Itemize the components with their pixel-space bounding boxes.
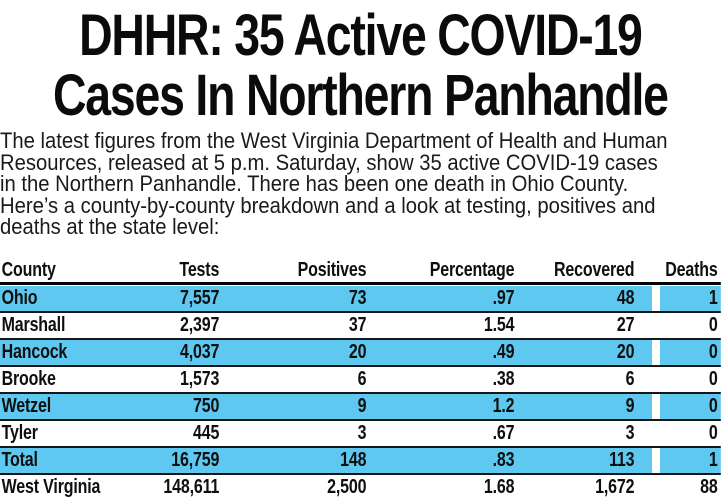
col-header-deaths: Deaths (665, 259, 718, 281)
column-gutter (652, 367, 660, 392)
table-row: Tyler 445 3 .67 3 0 (0, 421, 721, 448)
cell-percentage: .97 (492, 287, 515, 309)
cell-recovered: 48 (616, 287, 635, 309)
covid-county-table: County Tests Positives Percentage Recove… (0, 258, 721, 500)
cell-percentage: .49 (492, 341, 515, 363)
cell-recovered: 9 (625, 395, 635, 417)
cell-tests: 750 (192, 395, 220, 417)
table-row: West Virginia 148,611 2,500 1.68 1,672 8… (0, 475, 721, 500)
table-row-main: Hancock 4,037 20 .49 20 (0, 340, 653, 365)
headline-line-2: Cases In Northern Panhandle (53, 63, 669, 128)
intro-line: The latest figures from the West Virgini… (0, 128, 668, 153)
cell-county: Marshall (1, 314, 66, 336)
cell-positives: 2,500 (327, 476, 367, 498)
cell-tests: 445 (192, 422, 220, 444)
column-gutter (652, 475, 660, 500)
cell-positives: 6 (357, 368, 367, 390)
cell-tests: 7,557 (179, 287, 220, 309)
cell-positives: 9 (357, 395, 367, 417)
intro-line: Here’s a county-by-county breakdown and … (0, 192, 656, 218)
cell-recovered: 27 (616, 314, 635, 336)
cell-deaths: 1 (660, 448, 721, 473)
cell-positives: 148 (340, 449, 367, 471)
cell-percentage: 1.68 (483, 476, 515, 498)
headline-line-1: DHHR: 35 Active COVID-19 (79, 3, 643, 68)
cell-percentage: .38 (492, 368, 515, 390)
cell-county: Ohio (1, 287, 38, 309)
intro-line: in the Northern Panhandle. There has bee… (0, 171, 629, 197)
cell-positives: 73 (348, 287, 367, 309)
cell-positives: 20 (348, 341, 367, 363)
cell-deaths: 0 (660, 340, 721, 365)
cell-recovered: 1,672 (595, 476, 635, 498)
col-header-county: County (1, 259, 56, 281)
cell-tests: 1,573 (179, 368, 220, 390)
cell-recovered: 6 (625, 368, 635, 390)
table-row: Ohio 7,557 73 .97 48 1 (0, 286, 721, 313)
cell-tests: 4,037 (179, 341, 220, 363)
column-gutter (652, 258, 660, 282)
cell-deaths: 0 (660, 394, 721, 419)
column-gutter (652, 448, 660, 473)
cell-deaths: 88 (700, 476, 718, 498)
column-gutter (652, 313, 660, 338)
table-row: Brooke 1,573 6 .38 6 0 (0, 367, 721, 394)
cell-positives: 3 (357, 422, 367, 444)
intro-line: deaths at the state level: (0, 214, 220, 240)
cell-tests: 2,397 (179, 314, 220, 336)
table-row-main: Marshall 2,397 37 1.54 27 (0, 313, 652, 338)
col-header-recovered: Recovered (554, 259, 635, 281)
cell-deaths: 0 (708, 314, 718, 336)
cell-county: Wetzel (1, 395, 52, 417)
cell-deaths: 1 (660, 286, 721, 311)
cell-percentage: .83 (492, 449, 515, 471)
table-header-main: County Tests Positives Percentage Recove… (0, 258, 652, 282)
table-row: Marshall 2,397 37 1.54 27 0 (0, 313, 721, 340)
cell-tests: 148,611 (163, 476, 220, 498)
cell-deaths: 0 (708, 368, 718, 390)
cell-recovered: 3 (625, 422, 635, 444)
table-row-main: West Virginia 148,611 2,500 1.68 1,672 (0, 475, 652, 500)
cell-recovered: 113 (609, 449, 635, 471)
cell-positives: 37 (348, 314, 367, 336)
cell-recovered: 20 (616, 341, 635, 363)
cell-tests: 16,759 (171, 449, 220, 471)
table-row-main: Wetzel 750 9 1.2 9 (0, 394, 653, 419)
col-header-positives: Positives (297, 259, 367, 281)
cell-county: Total (1, 449, 38, 471)
cell-deaths: 0 (708, 422, 718, 444)
column-gutter (652, 394, 660, 419)
table-row-main: Total 16,759 148 .83 113 (0, 448, 653, 473)
table-row: Total 16,759 148 .83 113 1 (0, 448, 721, 475)
column-gutter (652, 421, 660, 446)
table-row-main: Brooke 1,573 6 .38 6 (0, 367, 652, 392)
cell-percentage: 1.54 (483, 314, 515, 336)
column-gutter (652, 340, 660, 365)
table-row: Hancock 4,037 20 .49 20 0 (0, 340, 721, 367)
intro-paragraph: The latest figures from the West Virgini… (0, 130, 721, 238)
column-gutter (652, 286, 660, 311)
cell-county: Brooke (1, 368, 56, 390)
cell-percentage: 1.2 (492, 395, 515, 417)
col-header-percentage: Percentage (429, 259, 515, 281)
table-header-row: County Tests Positives Percentage Recove… (0, 258, 721, 285)
cell-county: West Virginia (1, 476, 101, 498)
cell-county: Tyler (1, 422, 38, 444)
col-header-tests: Tests (179, 259, 220, 281)
cell-county: Hancock (1, 341, 68, 363)
table-body: Ohio 7,557 73 .97 48 1 Marshall 2,397 37… (0, 286, 721, 500)
table-row-main: Tyler 445 3 .67 3 (0, 421, 652, 446)
cell-percentage: .67 (492, 422, 515, 444)
headline: DHHR: 35 Active COVID-19 Cases In Northe… (0, 6, 721, 126)
intro-line: Resources, released at 5 p.m. Saturday, … (0, 149, 658, 175)
table-row-main: Ohio 7,557 73 .97 48 (0, 286, 653, 311)
table-row: Wetzel 750 9 1.2 9 0 (0, 394, 721, 421)
